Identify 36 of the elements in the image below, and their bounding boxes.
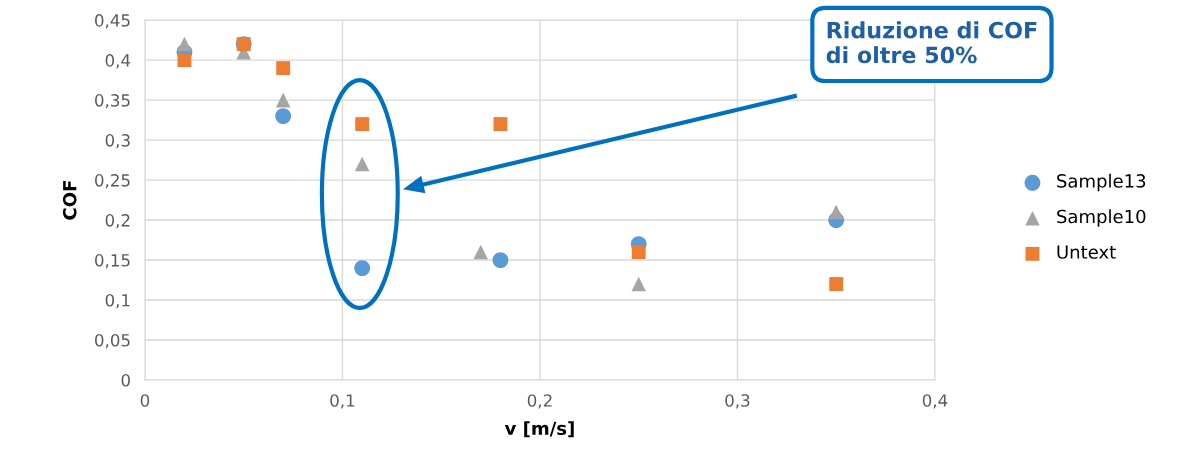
point: [177, 53, 192, 68]
point: [828, 204, 844, 220]
y-tick-label: 0: [121, 373, 130, 387]
point: [473, 244, 488, 260]
point: [829, 277, 844, 291]
y-tick-label: 0,2: [105, 214, 130, 229]
y-axis-title: COF: [62, 181, 77, 220]
annotation: Riduzione di COF di oltre 50%: [826, 21, 1037, 64]
point: [493, 117, 508, 132]
y-tick-label: 0,05: [95, 333, 130, 349]
point: [492, 252, 509, 268]
y-tick-label: 0,45: [95, 14, 130, 29]
x-tick-label: 0,3: [725, 394, 750, 409]
point: [275, 92, 291, 108]
x-tick-label: 0: [140, 394, 150, 407]
legend-label: Sample10: [1057, 209, 1146, 227]
x-tick-label: 0,2: [527, 394, 552, 409]
x-tick-label: 0,4: [922, 394, 948, 409]
y-tick-label: 0,25: [95, 174, 130, 189]
y-tick-label: 0,3: [105, 134, 130, 149]
point: [354, 156, 370, 172]
y-tick-label: 0,4: [105, 54, 131, 69]
point: [177, 36, 192, 52]
point: [276, 61, 291, 76]
point: [275, 108, 292, 125]
point: [354, 260, 371, 276]
y-tick-label: 0,1: [105, 294, 130, 309]
point: [355, 117, 370, 132]
legend-label: Untext: [1057, 245, 1116, 259]
point: [631, 245, 646, 259]
x-axis-title: v [m/s]: [504, 421, 574, 438]
x-tick-label: 0,1: [330, 394, 355, 409]
point: [631, 276, 646, 292]
y-tick-label: 0,15: [95, 254, 130, 269]
legend-label: Sample13: [1057, 173, 1146, 192]
y-tick-label: 0,35: [95, 94, 130, 109]
